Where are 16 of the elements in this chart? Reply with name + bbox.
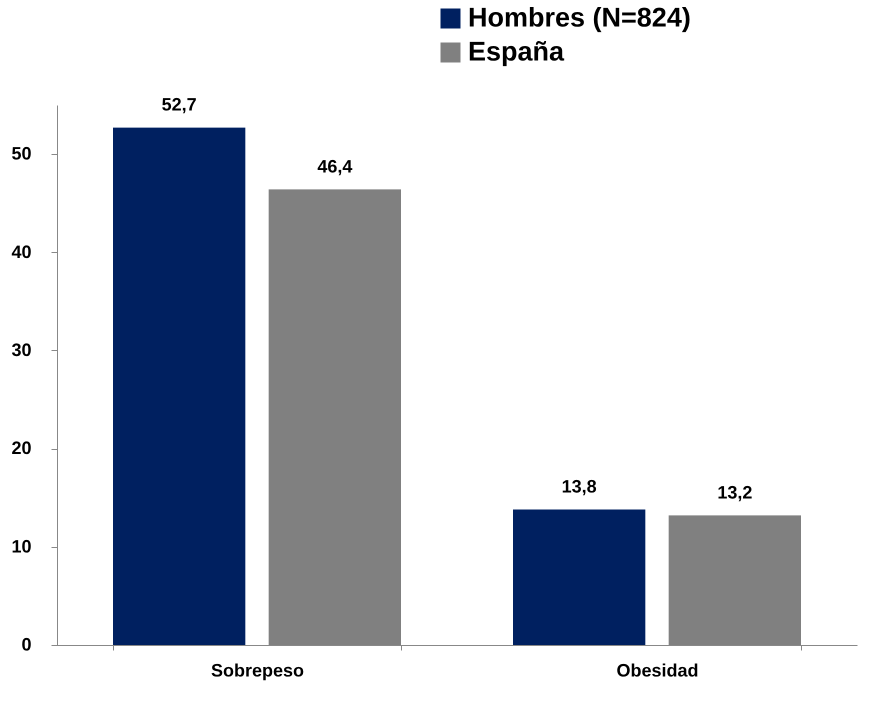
bar	[113, 128, 246, 645]
legend-label: Hombres (N=824)	[468, 2, 691, 32]
legend-label: España	[468, 36, 566, 66]
data-label: 46,4	[317, 156, 352, 176]
y-tick-label: 30	[11, 340, 32, 360]
data-label: 13,8	[562, 476, 597, 497]
y-tick-label: 20	[11, 438, 32, 458]
bar	[513, 510, 646, 645]
data-label: 52,7	[162, 94, 197, 115]
x-tick-label: Sobrepeso	[210, 660, 304, 680]
y-tick-label: 50	[11, 144, 32, 164]
data-label: 13,2	[717, 482, 752, 502]
x-tick-label: Obesidad	[616, 660, 699, 680]
y-tick-label: 10	[11, 536, 32, 556]
y-tick-label: 0	[21, 634, 32, 654]
y-tick-label: 40	[11, 242, 32, 262]
